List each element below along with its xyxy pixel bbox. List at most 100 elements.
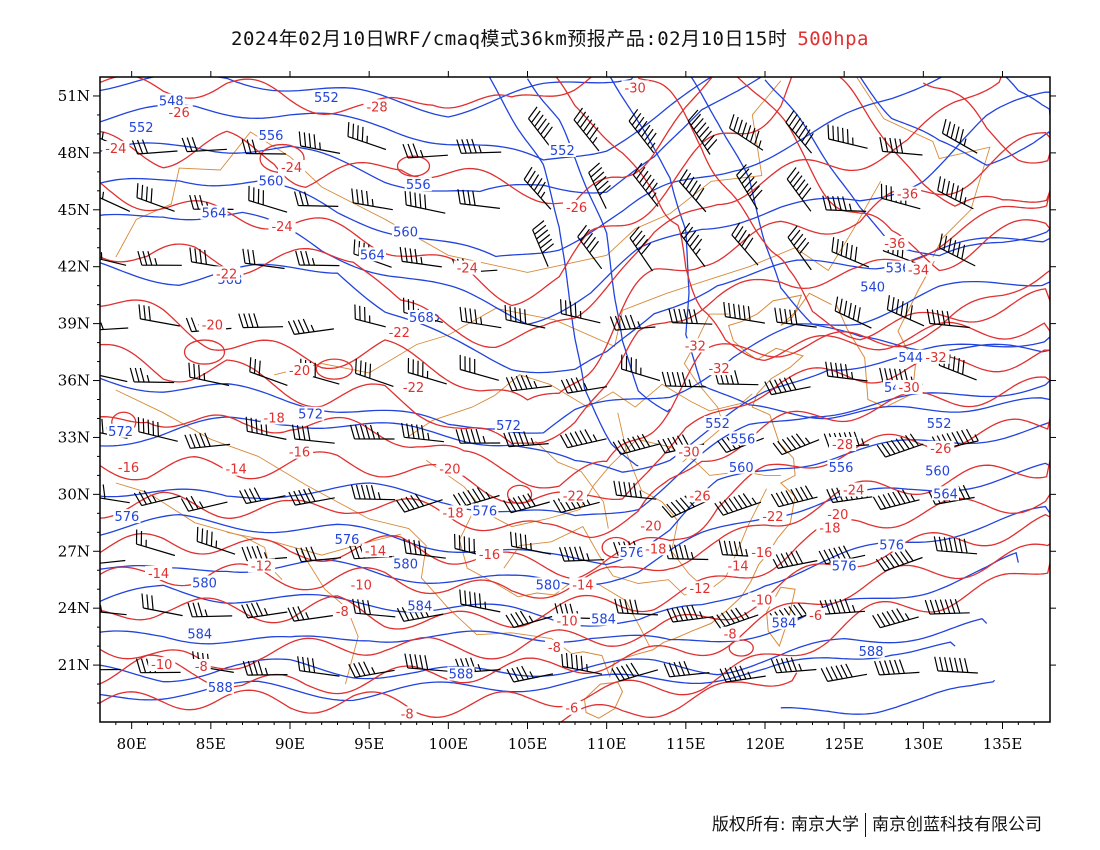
wind-barb: [770, 485, 818, 508]
height-contour-label: 552: [705, 417, 730, 432]
admin-boundary: [458, 507, 650, 647]
temperature-contour-label-bg: [881, 235, 909, 250]
height-contour-label: 572: [496, 419, 521, 434]
wind-barb: [687, 109, 718, 155]
wind-barb: [723, 302, 765, 324]
wind-barb: [786, 167, 812, 212]
height-contour-label-bg: [859, 279, 887, 294]
wind-barb: [505, 610, 553, 628]
height-contour-label-bg: [106, 423, 135, 438]
height-contour-label-bg: [884, 260, 912, 275]
lat-tick-label: 42N: [58, 258, 90, 276]
temperature-contour-label: -10: [751, 594, 772, 609]
temperature-contour-label-bg: [247, 558, 276, 573]
temperature-contour-label: -14: [365, 544, 386, 559]
height-contour-line: [609, 77, 1050, 420]
lat-tick-label: 45N: [58, 201, 90, 219]
wind-barb: [100, 484, 130, 504]
wind-barb: [354, 304, 395, 330]
temperature-contour-label-bg: [720, 626, 740, 641]
wind-barb: [680, 222, 706, 267]
temperature-contour-label-bg: [332, 603, 352, 618]
temperature-contour-closed: [506, 484, 533, 505]
height-contour-label: 568: [409, 311, 434, 326]
wind-barb: [239, 487, 286, 505]
temperature-contour-label-bg: [816, 520, 844, 535]
wind-barb: [503, 431, 549, 448]
height-contour-label: 572: [298, 408, 323, 423]
wind-barb: [719, 665, 766, 683]
height-contour-label-bg: [312, 89, 341, 104]
wind-barb: [614, 598, 659, 616]
wind-barb: [886, 295, 925, 327]
temperature-contour-label: -18: [264, 411, 285, 426]
wind-barb: [350, 484, 396, 501]
temperature-contour-label: -6: [565, 702, 578, 717]
temperature-contour-label: -30: [898, 381, 919, 396]
temperature-contour-label-bg: [922, 349, 950, 364]
temperature-contour-label: -18: [819, 522, 840, 537]
height-contour-line: [100, 380, 1050, 517]
wind-barb: [238, 313, 284, 329]
height-contour-label: 560: [393, 226, 418, 241]
wind-barb: [561, 651, 603, 675]
temperature-contour-label: -14: [226, 463, 247, 478]
temperature-contour-label-bg: [260, 410, 288, 425]
height-contour-label: 588: [208, 681, 233, 696]
temperature-contour-label-bg: [165, 105, 193, 120]
lon-tick-label: 115E: [666, 735, 706, 753]
wind-barb: [729, 114, 764, 151]
wind-barb: [937, 176, 974, 210]
wind-barb: [180, 495, 228, 512]
height-contour-label: 572: [108, 425, 133, 440]
wind-barb: [941, 118, 978, 154]
height-contour-label: 556: [829, 461, 854, 476]
wind-barb: [764, 376, 811, 396]
korea-outline: [835, 260, 935, 408]
temperature-contour-label: -26: [566, 201, 587, 216]
temperature-contour-label-bg: [213, 266, 241, 281]
wind-barb: [242, 660, 288, 676]
copyright-company: 南京创蓝科技有限公司: [872, 815, 1042, 835]
temperature-contour-label: -30: [625, 81, 646, 96]
temperature-contour-label-bg: [681, 338, 709, 353]
height-contour-label-bg: [391, 224, 420, 239]
wind-barb: [834, 296, 872, 329]
height-contour-label: 576: [832, 559, 857, 574]
temperature-contour-label: -10: [556, 614, 577, 629]
temperature-contour-label-bg: [637, 518, 665, 533]
temperature-contour-label-bg: [642, 541, 670, 556]
wind-barb: [349, 424, 395, 440]
wind-barb: [348, 661, 395, 678]
height-contour-label-bg: [471, 503, 499, 518]
height-contour-label-bg: [925, 416, 953, 431]
wind-barb: [532, 220, 554, 267]
wind-barb: [663, 660, 710, 678]
temperature-contour-label: -14: [727, 559, 748, 574]
copyright-footer: 版权所有: 南京大学 南京创蓝科技有限公司: [712, 810, 1042, 837]
wind-barb: [872, 489, 920, 511]
wind-barb: [827, 124, 868, 149]
wind-barb: [879, 136, 923, 156]
temperature-contour-label: -32: [925, 351, 946, 366]
admin-boundary: [503, 488, 768, 596]
coastline: [571, 292, 832, 679]
wind-barb: [731, 222, 759, 266]
temperature-contour-line: [922, 82, 1050, 164]
wind-barb: [188, 362, 230, 387]
temperature-contour-line: [100, 190, 1050, 445]
temperature-contour-label: -8: [548, 641, 561, 656]
height-contour-line: [1005, 77, 1050, 115]
height-contour-label: 576: [472, 504, 497, 519]
wind-barb: [611, 662, 659, 682]
temperature-contour-label: -22: [389, 326, 410, 341]
wind-barb: [402, 143, 448, 159]
wind-barb: [711, 607, 759, 629]
wind-barb: [560, 377, 608, 394]
temperature-contour-label: -26: [169, 106, 190, 121]
wind-barb: [613, 480, 657, 500]
height-contour-label: 580: [536, 578, 561, 593]
temperature-contour-label: -18: [442, 506, 463, 521]
wind-barb: [295, 250, 340, 267]
temperature-contour-label-bg: [724, 558, 752, 573]
